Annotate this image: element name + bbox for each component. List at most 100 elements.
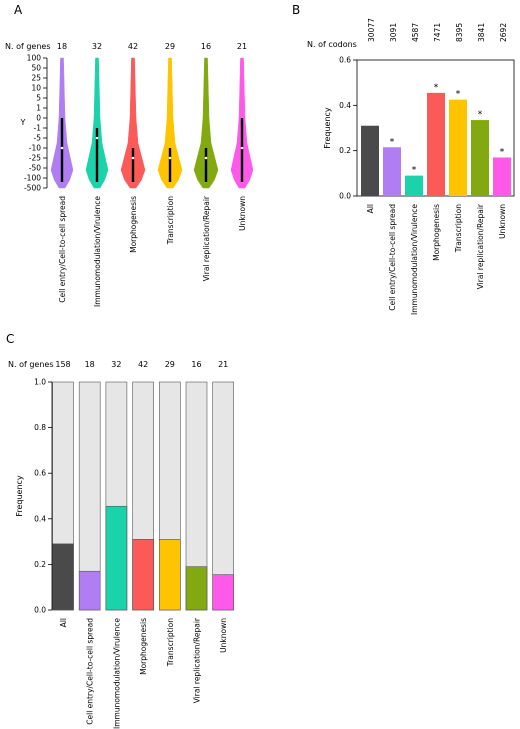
panel-b-xtick-label: Transcription	[454, 204, 463, 253]
panel-a-ytick-label: -500	[24, 184, 41, 193]
panel-a-ytick-label: 5	[36, 94, 41, 103]
panel-a-xtick-label: Unknown	[238, 196, 247, 231]
panel-b-count-6: 2692	[499, 23, 508, 42]
panel-a-ytick-label: -5	[34, 134, 42, 143]
panel-c-xtick-label: Transcription	[166, 618, 175, 667]
violin-median-transcription	[168, 156, 172, 160]
panel-b-xtick-label: All	[366, 204, 375, 213]
violin-transcription	[157, 57, 183, 189]
panel-c-ytick-label: 0.6	[34, 469, 46, 478]
bar-transcription	[449, 99, 467, 196]
panel-c-ytick-label: 0.2	[34, 560, 46, 569]
panel-c-count-5: 16	[191, 360, 201, 369]
panel-a-xtick-label: Transcription	[166, 196, 175, 245]
panel-c-xtick-label: Immunomodulation/Virulence	[112, 618, 121, 729]
panel-a-ytick-label: -1	[34, 124, 42, 133]
panel-b-bar-chart: N. of codons Frequency 0.0 0.2 0.4 0.6 30077…	[307, 18, 515, 315]
stack-bar-morphogenesis	[132, 539, 154, 611]
panel-a-label: A	[14, 3, 23, 17]
violin-median-morphogenesis	[131, 156, 135, 160]
violin-median-immunomodulation-virulence	[95, 136, 99, 140]
panel-b-count-1: 3091	[389, 23, 398, 42]
significance-marker: *	[412, 166, 417, 176]
panel-a-count-2: 42	[128, 42, 138, 51]
panel-b-xtick-label: Immunomodulation/Virulence	[410, 204, 419, 315]
panel-b-ytick-label: 0.0	[339, 192, 351, 201]
panel-c-xtick-label: Unknown	[219, 618, 228, 653]
significance-marker: *	[500, 147, 505, 157]
stack-bar-cell-entry-cell-to-cell-spread	[78, 570, 101, 611]
significance-marker: *	[434, 83, 439, 93]
bar-viral-replication-repair	[471, 120, 489, 196]
panel-b-xtick-label: Cell entry/Cell-to-cell spread	[388, 204, 397, 311]
panel-a-xtick-label: Immunomodulation/Virulence	[93, 196, 102, 307]
panel-c-xtick-label: All	[59, 618, 68, 627]
panel-a-ytick-label: 0	[36, 114, 41, 123]
violin-morphogenesis	[120, 57, 146, 189]
panel-b-count-5: 3841	[477, 23, 486, 42]
panel-b-xtick-label: Viral replication/Repair	[476, 203, 485, 289]
panel-b-ytick-label: 0.4	[339, 101, 351, 110]
panel-c-xtick-label: Cell entry/Cell-to-cell spread	[86, 618, 95, 725]
panel-a-ytick-label: -25	[29, 154, 41, 163]
panel-c-label: C	[6, 332, 14, 346]
panel-b-xtick-label: Unknown	[498, 204, 507, 239]
stack-bar-transcription	[159, 539, 181, 611]
panel-b-ytick-label: 0.6	[339, 56, 351, 65]
panel-c-count-3: 42	[138, 360, 148, 369]
panel-a-ytick-label: -10	[29, 144, 41, 153]
panel-b-count-3: 7471	[433, 23, 442, 42]
stack-bar-all	[52, 543, 74, 611]
panel-a-count-0: 18	[57, 42, 67, 51]
panel-a-count-1: 32	[92, 42, 102, 51]
bar-all	[361, 125, 379, 196]
panel-a-ylabel: Y	[20, 118, 26, 127]
panel-c-count-6: 21	[218, 360, 228, 369]
panel-a-count-4: 16	[201, 42, 211, 51]
violin-median-cell-entry-cell-to-cell-spread	[60, 146, 64, 150]
panel-a-xtick-label: Cell entry/Cell-to-cell spread	[58, 196, 67, 303]
panel-a-ytick-label: 100	[27, 54, 42, 63]
panel-a-ytick-label: 50	[31, 64, 41, 73]
panel-a-ytick-label: 25	[31, 74, 41, 83]
panel-a-xtick-label: Viral replication/Repair	[202, 195, 211, 281]
panel-a-count-5: 21	[237, 42, 247, 51]
panel-c-count-2: 32	[111, 360, 121, 369]
bar-unknown	[493, 157, 511, 196]
panel-c-stacked-bar-chart: N. of genes Frequency 0.0 0.2 0.4 0.6 0.8 1.0…	[8, 360, 234, 729]
panel-a-xtick-label: Morphogenesis	[129, 196, 138, 253]
violin-viral-replication-repair	[193, 57, 219, 189]
panel-b-xtick-label: Morphogenesis	[432, 204, 441, 261]
bar-morphogenesis	[427, 92, 445, 196]
panel-b-ytick-label: 0.2	[339, 146, 351, 155]
stack-bar-viral-replication-repair	[185, 566, 208, 611]
panel-c-ytick-label: 0.0	[34, 606, 46, 615]
panel-c-count-0: 158	[55, 360, 70, 369]
panel-b-count-label: N. of codons	[307, 40, 357, 49]
significance-marker: *	[478, 110, 483, 120]
panel-a-ytick-label: 10	[31, 84, 41, 93]
violin-median-viral-replication-repair	[204, 156, 208, 160]
panel-c-ytick-label: 1.0	[34, 378, 46, 387]
panel-c-ytick-label: 0.8	[34, 423, 46, 432]
bar-cell-entry-cell-to-cell-spread	[383, 147, 401, 196]
panel-c-count-label: N. of genes	[8, 360, 53, 369]
panel-b-label: B	[292, 3, 300, 17]
bar-immunomodulation-virulence	[405, 175, 423, 196]
panel-b-count-4: 8395	[455, 23, 464, 42]
panel-b-count-2: 4587	[411, 23, 420, 42]
stack-bar-unknown	[212, 574, 234, 611]
panel-c-xtick-label: Viral replication/Repair	[193, 617, 202, 703]
panel-a-violin-chart: N. of genes Y 100502510510-1-5-10-25-50-…	[5, 42, 254, 307]
panel-c-xtick-label: Morphogenesis	[139, 618, 148, 675]
panel-a-ytick-label: -50	[29, 164, 41, 173]
panel-a-ytick-label: 1	[36, 104, 41, 113]
stack-bar-immunomodulation-virulence	[105, 505, 128, 611]
panel-c-ylabel: Frequency	[15, 475, 24, 517]
violin-immunomodulation-virulence	[85, 57, 109, 189]
significance-marker: *	[456, 90, 461, 100]
panel-b-ylabel: Frequency	[323, 107, 332, 149]
panel-a-count-3: 29	[165, 42, 175, 51]
panel-c-ytick-label: 0.4	[34, 514, 46, 523]
